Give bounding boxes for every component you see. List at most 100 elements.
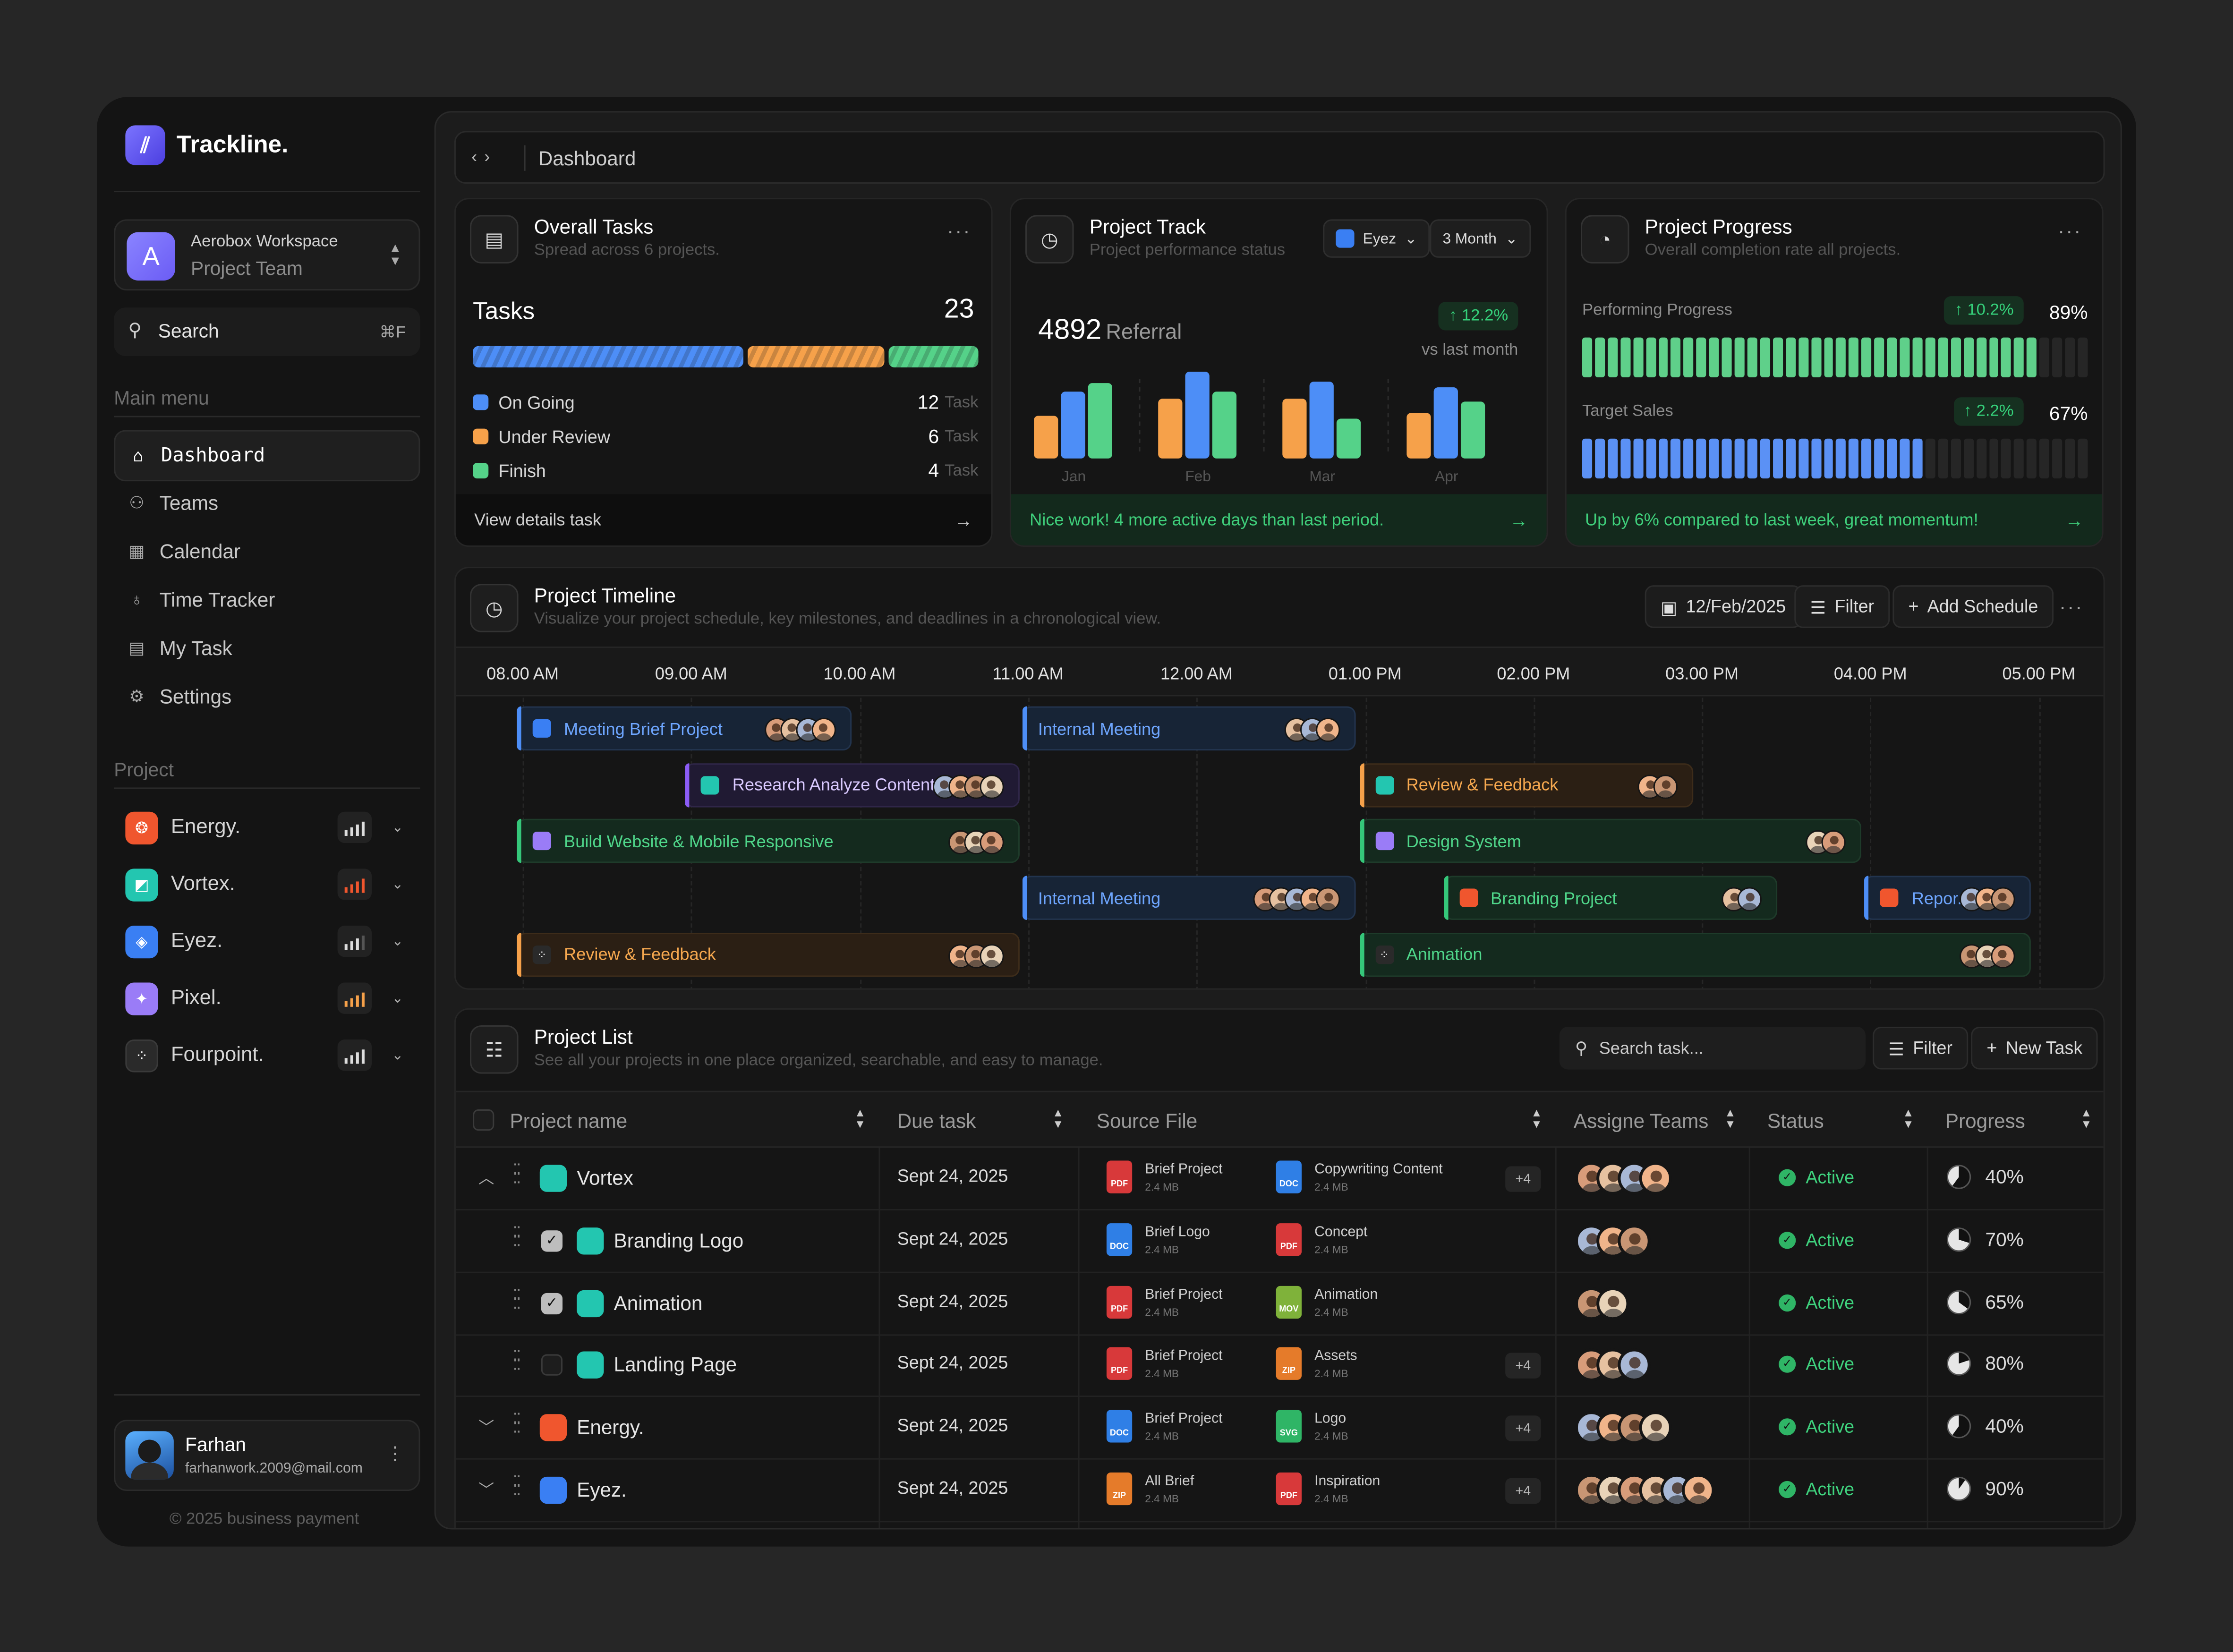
range-filter-dropdown[interactable]: 3 Month ⌄ [1430,219,1531,258]
drag-handle-icon[interactable]: ⁚⁚ ⁚⁚ [512,1286,521,1312]
chevron-down-icon[interactable]: ⌄ [392,990,404,1006]
column-header[interactable]: Status [1767,1109,1824,1133]
file-pdf-icon[interactable]: PDF [1276,1223,1302,1256]
more-files-badge[interactable]: +4 [1505,1415,1541,1442]
table-row[interactable]: ︿ ⁚⁚ ⁚⁚ Vortex Sept 24, 2025 PDF Brief Project… [455,1148,2104,1211]
sidebar-item-my-task[interactable]: ▤ My Task [114,624,420,673]
chevron-down-icon[interactable]: ⌄ [392,933,404,949]
workspace-switcher[interactable]: A Aerobox Workspace Project Team ▲ ▼ [114,219,420,291]
file-doc-icon[interactable]: DOC [1276,1160,1302,1193]
sort-icon[interactable]: ▲ ▼ [1724,1106,1736,1131]
sort-icon[interactable]: ▲ ▼ [854,1106,866,1131]
table-row[interactable]: ⁚⁚ ⁚⁚ Landing Page Sept 24, 2025 PDF Brief Pr… [455,1335,2104,1398]
sidebar-item-time-tracker[interactable]: ♁ Time Tracker [114,575,420,624]
more-icon[interactable]: ··· [2058,219,2082,242]
chevron-down-icon[interactable]: ⌄ [392,819,404,835]
sort-icon[interactable]: ▲ ▼ [1902,1106,1914,1131]
column-header[interactable]: Assigne Teams [1573,1109,1709,1133]
table-row[interactable]: ﹀ ⁚⁚ ⁚⁚ Eyez. Sept 24, 2025 ZIP All Brief 2.4 M… [455,1460,2104,1523]
select-all-checkbox[interactable] [473,1109,494,1131]
row-checkbox[interactable]: ✓ [541,1230,563,1252]
table-row[interactable]: ⁚⁚ ⁚⁚ ✓ Animation Sept 24, 2025 PDF Brief Proj… [455,1272,2104,1336]
timeline-event[interactable]: ⁘ Review & Feedback [517,932,1020,977]
progress-value: 80% [1985,1353,2024,1375]
view-details-link[interactable]: View details task → [455,494,991,545]
chevron-down-icon[interactable]: ﹀ [478,1420,494,1438]
row-checkbox[interactable] [541,1354,563,1376]
event-project-icon [1880,888,1899,908]
add-schedule-button[interactable]: + Add Schedule [1892,585,2054,628]
sidebar-project-energy[interactable]: ❂ Energy. ⌄ [114,802,420,853]
column-header[interactable]: Source File [1096,1109,1198,1133]
file-svg-icon[interactable]: SVG [1276,1410,1302,1443]
avatar [980,831,1004,855]
back-forward-icon[interactable]: ‹› [471,146,497,167]
sort-icon[interactable]: ▲ ▼ [1052,1106,1064,1131]
timeline-event[interactable]: Branding Project [1443,876,1778,920]
table-row[interactable]: ⁚⁚ ⁚⁚ ✓ Branding Logo Sept 24, 2025 DOC Brief … [455,1210,2104,1273]
chevron-up-icon[interactable]: ︿ [478,1170,494,1188]
filter-button[interactable]: ☰ Filter [1794,585,1890,628]
sidebar-project-pixel[interactable]: ✦ Pixel. ⌄ [114,972,420,1024]
user-card[interactable]: Farhan farhanwork.2009@mail.com ⋮ [114,1420,420,1491]
track-footer[interactable]: Nice work! 4 more active days than last … [1011,494,1547,545]
drag-handle-icon[interactable]: ⁚⁚ ⁚⁚ [512,1411,521,1438]
new-task-button[interactable]: + New Task [1971,1027,2098,1070]
file-pdf-icon[interactable]: PDF [1106,1347,1133,1381]
file-mov-icon[interactable]: MOV [1276,1285,1302,1318]
drag-handle-icon[interactable]: ⁚⁚ ⁚⁚ [512,1224,521,1250]
more-icon[interactable]: ··· [947,219,972,242]
task-search-input[interactable]: ⚲ Search task... [1559,1027,1866,1070]
sort-icon[interactable]: ▲ ▼ [2080,1106,2092,1131]
assignee-avatars [1575,1224,1651,1257]
timeline-event[interactable]: Meeting Brief Project [517,706,851,751]
timeline-event[interactable]: Review & Feedback [1359,763,1694,807]
drag-handle-icon[interactable]: ⁚⁚ ⁚⁚ [512,1349,521,1375]
file-zip-icon[interactable]: ZIP [1106,1472,1133,1506]
sidebar-item-teams[interactable]: ⚇ Teams [114,478,420,527]
sidebar-project-fourpoint[interactable]: ⁘ Fourpoint. ⌄ [114,1030,420,1081]
more-files-badge[interactable]: +4 [1505,1478,1541,1504]
sidebar-item-settings[interactable]: ⚙ Settings [114,672,420,721]
sidebar-project-eyez[interactable]: ◈ Eyez. ⌄ [114,916,420,967]
file-doc-icon[interactable]: DOC [1106,1223,1133,1256]
column-header[interactable]: Due task [897,1109,976,1133]
chevron-down-icon[interactable]: ⌄ [392,1047,404,1063]
chevron-down-icon[interactable]: ⌄ [392,876,404,893]
timeline-event[interactable]: Repor... [1865,876,2030,920]
timeline-event[interactable]: Design System [1359,819,1862,864]
file-pdf-icon[interactable]: PDF [1106,1285,1133,1318]
search-bar[interactable]: ⚲ Search ⌘F [114,307,420,356]
timeline-event[interactable]: Research Analyze Content [685,763,1020,807]
progress-footer[interactable]: Up by 6% compared to last week, great mo… [1566,494,2102,545]
drag-handle-icon[interactable]: ⁚⁚ ⁚⁚ [512,1162,521,1188]
more-files-badge[interactable]: +4 [1505,1166,1541,1192]
timeline-event[interactable]: Internal Meeting [1022,706,1357,751]
column-header[interactable]: Progress [1945,1109,2025,1133]
project-filter-dropdown[interactable]: Eyez ⌄ [1323,219,1430,258]
sidebar-project-vortex[interactable]: ◩ Vortex. ⌄ [114,859,420,910]
chevron-down-icon[interactable]: ﹀ [478,1482,494,1500]
timeline-event[interactable]: Internal Meeting [1022,876,1357,920]
sidebar-item-dashboard[interactable]: ⌂ Dashboard [114,430,420,482]
filter-button[interactable]: ☰ Filter [1873,1027,1969,1070]
column-header[interactable]: Project name [510,1109,628,1133]
sidebar-item-calendar[interactable]: ▦ Calendar [114,527,420,576]
row-checkbox[interactable]: ✓ [541,1292,563,1314]
file-pdf-icon[interactable]: PDF [1276,1472,1302,1506]
drag-handle-icon[interactable]: ⁚⁚ ⁚⁚ [512,1473,521,1500]
more-icon[interactable]: ··· [2059,595,2084,618]
timeline-event[interactable]: ⁘ Animation [1359,932,2030,977]
timeline-event[interactable]: Build Website & Mobile Responsive [517,819,1020,864]
sort-icon[interactable]: ▲ ▼ [1531,1106,1543,1131]
file-pdf-icon[interactable]: PDF [1106,1160,1133,1193]
file-zip-icon[interactable]: ZIP [1276,1347,1302,1381]
file-doc-icon[interactable]: DOC [1106,1410,1133,1443]
bar-mar-0 [1282,399,1307,459]
file-type: ZIP [1112,1492,1126,1501]
timeline-hour: 03.00 PM [1665,664,1739,684]
more-vertical-icon[interactable]: ⋮ [386,1442,405,1464]
date-picker[interactable]: ▣ 12/Feb/2025 [1645,585,1802,628]
table-row[interactable]: ﹀ ⁚⁚ ⁚⁚ Energy. Sept 24, 2025 DOC Brief Projec… [455,1397,2104,1460]
more-files-badge[interactable]: +4 [1505,1353,1541,1379]
